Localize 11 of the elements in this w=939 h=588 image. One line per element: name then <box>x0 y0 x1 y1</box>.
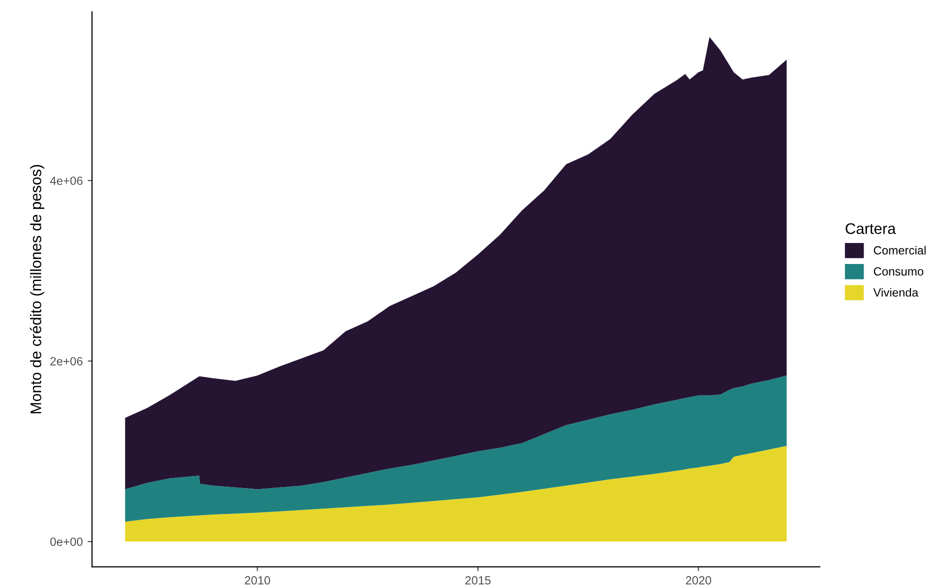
y-tick-label: 2e+06 <box>50 357 82 366</box>
legend-label: Consumo <box>874 267 924 276</box>
legend-label: Vivienda <box>873 288 918 297</box>
y-tick-label: 0e+00 <box>50 538 83 546</box>
y-tick-label: 4e+06 <box>50 176 82 185</box>
legend-title: Cartera <box>846 223 896 234</box>
y-axis-title: Monto de crédito (millones de pesos) <box>30 164 44 414</box>
x-tick-label: 2010 <box>244 576 270 585</box>
x-tick-label: 2020 <box>686 576 712 585</box>
x-tick-label: 2015 <box>465 576 491 585</box>
legend-label: Comercial <box>874 246 926 255</box>
